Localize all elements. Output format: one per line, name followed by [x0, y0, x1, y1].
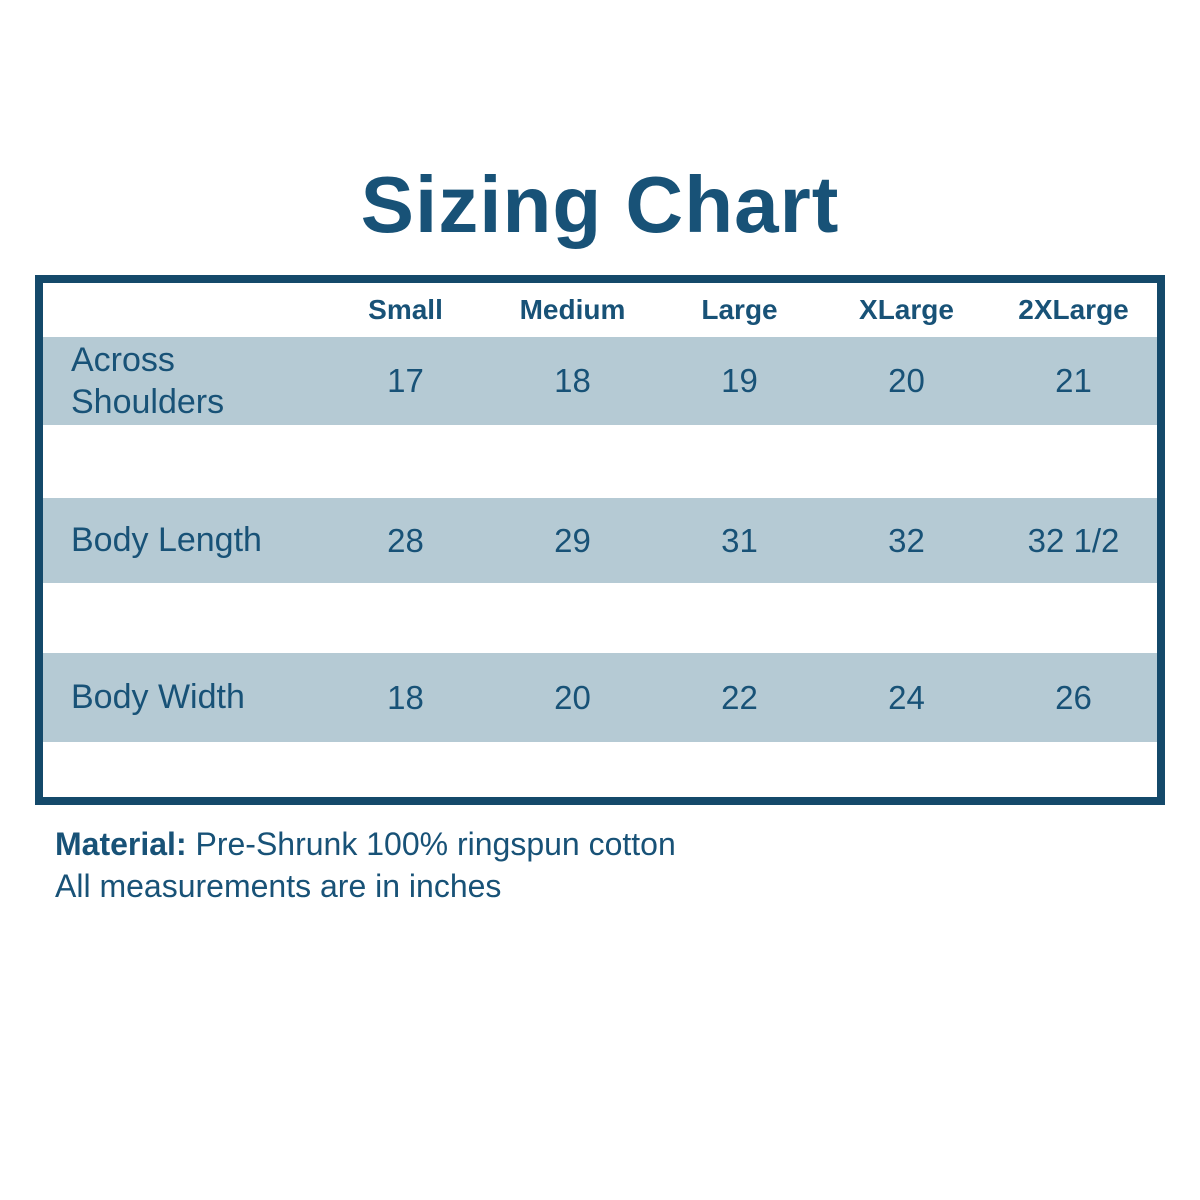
spacer-row — [43, 583, 1157, 653]
table-row-across-shoulders: Across Shoulders 17 18 19 20 21 — [43, 337, 1157, 425]
size-value: 19 — [721, 362, 758, 399]
column-header-2xlarge: 2XLarge — [1018, 294, 1129, 325]
sizing-table: Small Medium Large XLarge 2XLarge Across… — [35, 275, 1165, 805]
column-header-xlarge: XLarge — [859, 294, 954, 325]
material-info: Material: Pre-Shrunk 100% ringspun cotto… — [55, 823, 1200, 865]
column-header-medium: Medium — [519, 294, 626, 325]
size-value: 20 — [888, 362, 925, 399]
material-label: Material: — [55, 826, 187, 862]
size-value: 28 — [387, 521, 424, 559]
column-header-large: Large — [701, 294, 778, 325]
size-value: 32 — [888, 521, 925, 559]
table-row-body-length: Body Length 28 29 31 32 32 1/2 — [43, 498, 1157, 583]
row-label: Body Width — [71, 678, 245, 717]
size-value: 29 — [554, 521, 591, 559]
size-value: 32 1/2 — [1027, 521, 1120, 559]
size-value: 17 — [387, 362, 424, 399]
size-value: 20 — [554, 678, 591, 716]
column-header-small: Small — [368, 294, 443, 325]
table-row-body-width: Body Width 18 20 22 24 26 — [43, 653, 1157, 742]
spacer-row — [43, 742, 1157, 797]
size-value: 21 — [1055, 362, 1092, 399]
size-value: 22 — [721, 678, 758, 716]
spacer-row — [43, 425, 1157, 498]
footer-notes: Material: Pre-Shrunk 100% ringspun cotto… — [55, 823, 1200, 907]
table-header-row: Small Medium Large XLarge 2XLarge — [43, 283, 1157, 337]
size-value: 24 — [888, 678, 925, 716]
row-label: Body Length — [71, 521, 262, 560]
measurement-note: All measurements are in inches — [55, 868, 502, 904]
size-value: 31 — [721, 521, 758, 559]
size-value: 18 — [387, 678, 424, 716]
size-value: 26 — [1055, 678, 1092, 716]
page-title: Sizing Chart — [360, 160, 840, 249]
size-value: 18 — [554, 362, 591, 399]
material-value: Pre-Shrunk 100% ringspun cotton — [186, 826, 676, 862]
row-label: Across Shoulders — [71, 340, 225, 422]
